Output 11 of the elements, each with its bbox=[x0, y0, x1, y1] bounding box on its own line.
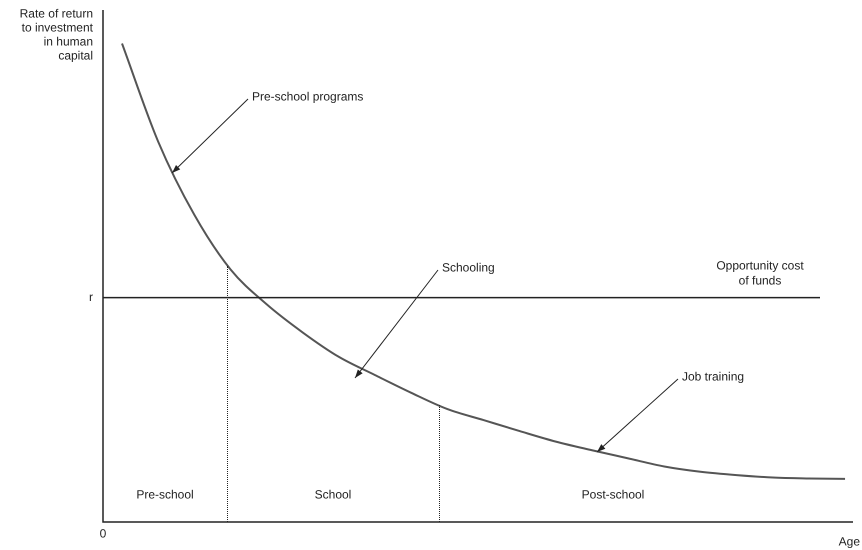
annotation: Post-school bbox=[582, 487, 644, 502]
ref-line-label: r bbox=[89, 290, 93, 304]
annotation: Pre-school programs bbox=[252, 89, 364, 104]
y-axis-title: Rate of return to investment in human capital bbox=[20, 6, 94, 62]
annotation: Opportunity cost of funds bbox=[716, 258, 804, 288]
text: 0 bbox=[100, 526, 107, 540]
annotation: School bbox=[314, 487, 352, 502]
annotation: Pre-school bbox=[136, 487, 194, 502]
annotation: Job training bbox=[682, 369, 744, 384]
annotation: Schooling bbox=[442, 260, 495, 274]
x-axis-title: Age bbox=[838, 534, 860, 548]
